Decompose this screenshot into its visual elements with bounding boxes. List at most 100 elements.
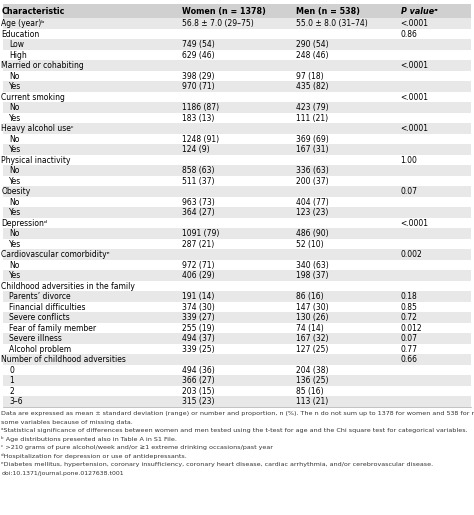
Text: 86 (16): 86 (16) bbox=[296, 293, 324, 301]
Text: 972 (71): 972 (71) bbox=[182, 261, 215, 270]
Text: 435 (82): 435 (82) bbox=[296, 82, 329, 91]
Bar bbox=[3, 270, 471, 281]
Bar bbox=[3, 386, 471, 396]
Text: Married or cohabiting: Married or cohabiting bbox=[1, 61, 84, 70]
Bar bbox=[3, 92, 471, 102]
Text: 56.8 ± 7.0 (29–75): 56.8 ± 7.0 (29–75) bbox=[182, 19, 254, 28]
Text: Severe conflicts: Severe conflicts bbox=[9, 313, 70, 322]
Text: 287 (21): 287 (21) bbox=[182, 240, 215, 249]
Bar bbox=[3, 28, 471, 39]
Text: 0.66: 0.66 bbox=[401, 355, 418, 364]
Bar bbox=[3, 39, 471, 49]
Bar bbox=[3, 312, 471, 322]
Text: 136 (25): 136 (25) bbox=[296, 376, 329, 385]
Bar bbox=[3, 238, 471, 249]
Text: 486 (90): 486 (90) bbox=[296, 229, 329, 238]
Text: 3–6: 3–6 bbox=[9, 397, 23, 406]
Text: Yes: Yes bbox=[9, 177, 22, 186]
Bar bbox=[3, 281, 471, 291]
Text: 111 (21): 111 (21) bbox=[296, 114, 328, 123]
Text: 167 (31): 167 (31) bbox=[296, 145, 329, 154]
Text: Characteristic: Characteristic bbox=[1, 7, 65, 16]
Text: Education: Education bbox=[1, 30, 40, 39]
Text: Yes: Yes bbox=[9, 82, 22, 91]
Text: 248 (46): 248 (46) bbox=[296, 51, 329, 60]
Bar bbox=[3, 81, 471, 92]
Text: 200 (37): 200 (37) bbox=[296, 177, 329, 186]
Bar bbox=[3, 154, 471, 165]
Text: some variables because of missing data.: some variables because of missing data. bbox=[1, 420, 133, 425]
Text: 629 (46): 629 (46) bbox=[182, 51, 215, 60]
Text: 0.18: 0.18 bbox=[401, 293, 417, 301]
Text: Yes: Yes bbox=[9, 208, 22, 217]
Text: No: No bbox=[9, 72, 20, 81]
Text: No: No bbox=[9, 166, 20, 175]
Text: 404 (77): 404 (77) bbox=[296, 198, 329, 207]
Text: 85 (16): 85 (16) bbox=[296, 387, 324, 396]
Bar bbox=[3, 301, 471, 312]
Bar bbox=[3, 207, 471, 217]
Text: No: No bbox=[9, 229, 20, 238]
Text: <.0001: <.0001 bbox=[401, 219, 428, 228]
Text: 511 (37): 511 (37) bbox=[182, 177, 215, 186]
Text: 369 (69): 369 (69) bbox=[296, 135, 329, 144]
Text: 2: 2 bbox=[9, 387, 14, 396]
Text: 0.012: 0.012 bbox=[401, 324, 422, 333]
Bar bbox=[3, 112, 471, 123]
Bar bbox=[3, 18, 471, 28]
Text: <.0001: <.0001 bbox=[401, 93, 428, 102]
Bar bbox=[3, 123, 471, 133]
Text: 124 (9): 124 (9) bbox=[182, 145, 210, 154]
Text: 339 (25): 339 (25) bbox=[182, 345, 215, 354]
Text: Cardiovascular comorbidityᵉ: Cardiovascular comorbidityᵉ bbox=[1, 250, 110, 259]
Text: 0.002: 0.002 bbox=[401, 250, 422, 259]
Text: No: No bbox=[9, 135, 20, 144]
Text: Low: Low bbox=[9, 40, 25, 49]
Bar bbox=[3, 165, 471, 176]
Text: 339 (27): 339 (27) bbox=[182, 313, 215, 322]
Text: Yes: Yes bbox=[9, 114, 22, 123]
Text: 0: 0 bbox=[9, 366, 14, 375]
Text: 1: 1 bbox=[9, 376, 14, 385]
Text: Heavy alcohol useᶜ: Heavy alcohol useᶜ bbox=[1, 124, 74, 133]
Text: 406 (29): 406 (29) bbox=[182, 271, 215, 280]
Text: 127 (25): 127 (25) bbox=[296, 345, 328, 354]
Text: 398 (29): 398 (29) bbox=[182, 72, 215, 81]
Text: 113 (21): 113 (21) bbox=[296, 397, 328, 406]
Bar bbox=[3, 322, 471, 333]
Text: Men (n = 538): Men (n = 538) bbox=[296, 7, 360, 16]
Bar bbox=[3, 71, 471, 81]
Bar bbox=[3, 144, 471, 154]
Text: 130 (26): 130 (26) bbox=[296, 313, 329, 322]
Bar bbox=[3, 375, 471, 386]
Text: Number of childhood adversities: Number of childhood adversities bbox=[1, 355, 126, 364]
Bar bbox=[3, 133, 471, 144]
Text: <.0001: <.0001 bbox=[401, 124, 428, 133]
Bar bbox=[3, 260, 471, 270]
Text: ᶜ >210 grams of pure alcohol/week and/or ≥1 extreme drinking occasions/past year: ᶜ >210 grams of pure alcohol/week and/or… bbox=[1, 445, 273, 450]
Text: 364 (27): 364 (27) bbox=[182, 208, 215, 217]
Text: 0.72: 0.72 bbox=[401, 313, 418, 322]
Text: 970 (71): 970 (71) bbox=[182, 82, 215, 91]
Text: 494 (37): 494 (37) bbox=[182, 334, 215, 344]
Text: 203 (15): 203 (15) bbox=[182, 387, 215, 396]
Text: 0.07: 0.07 bbox=[401, 187, 418, 196]
Text: No: No bbox=[9, 104, 20, 112]
Text: 147 (30): 147 (30) bbox=[296, 303, 329, 312]
Text: 0.07: 0.07 bbox=[401, 334, 418, 344]
Bar bbox=[3, 228, 471, 238]
Bar bbox=[3, 197, 471, 207]
Bar bbox=[3, 176, 471, 186]
Text: No: No bbox=[9, 198, 20, 207]
Text: ᵉDiabetes mellitus, hypertension, coronary insufficiency, coronary heart disease: ᵉDiabetes mellitus, hypertension, corona… bbox=[1, 462, 434, 467]
Text: <.0001: <.0001 bbox=[401, 61, 428, 70]
Text: Physical inactivity: Physical inactivity bbox=[1, 156, 71, 165]
Text: Current smoking: Current smoking bbox=[1, 93, 65, 102]
Text: 749 (54): 749 (54) bbox=[182, 40, 215, 49]
Bar bbox=[3, 186, 471, 197]
Text: 0.86: 0.86 bbox=[401, 30, 418, 39]
Text: ᵇ Age distributions presented also in Table A in S1 File.: ᵇ Age distributions presented also in Ta… bbox=[1, 436, 177, 442]
Bar bbox=[3, 217, 471, 228]
Text: Age (year)ᵇ: Age (year)ᵇ bbox=[1, 19, 45, 28]
Text: Parents’ divorce: Parents’ divorce bbox=[9, 293, 71, 301]
